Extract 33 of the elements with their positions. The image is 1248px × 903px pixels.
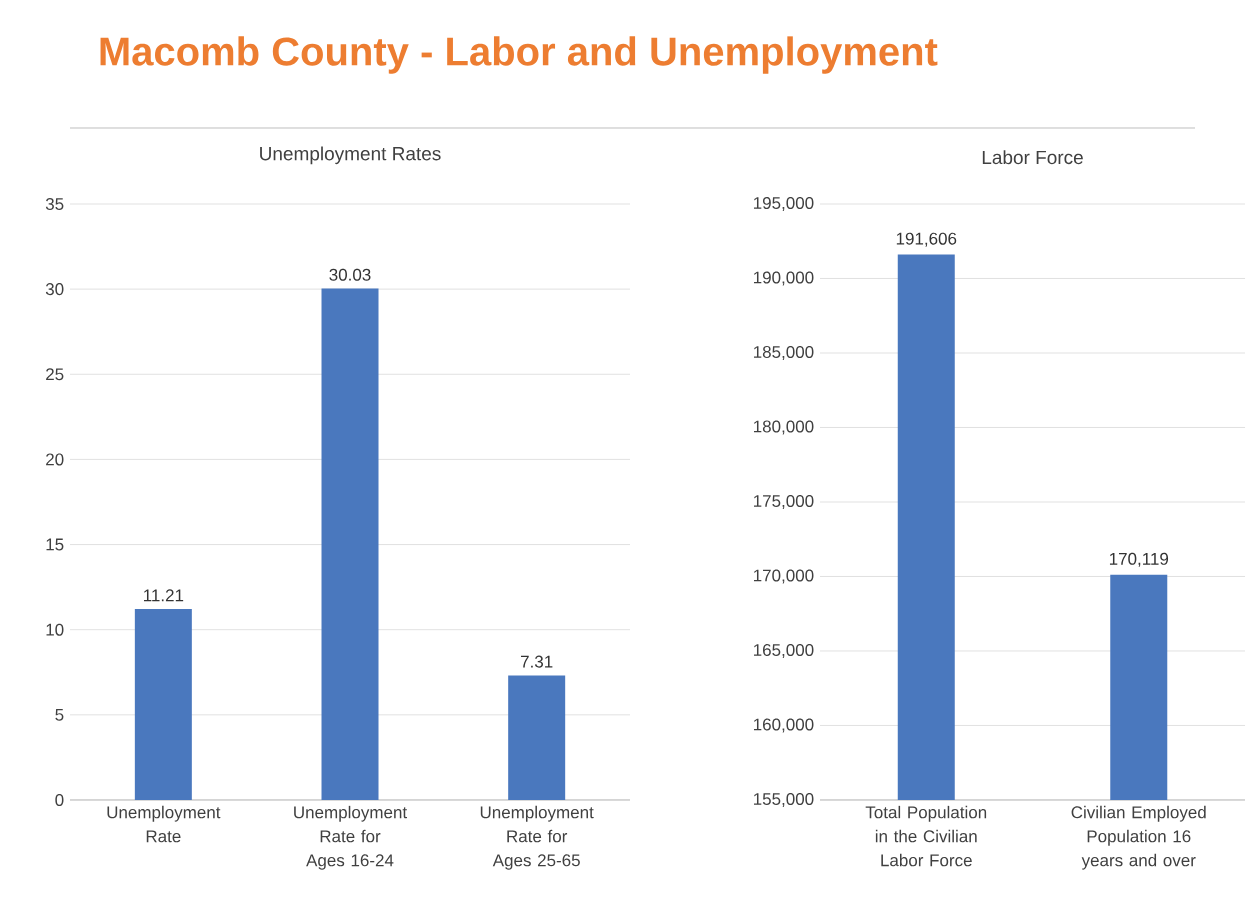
- bar: [508, 675, 566, 800]
- y-tick-label: 15: [46, 538, 64, 551]
- y-tick-label: 160,000: [753, 718, 814, 733]
- y-tick-label: 185,000: [753, 345, 814, 360]
- y-tick-label: 180,000: [753, 420, 814, 435]
- text: Macomb County - Labor and Unemployment: [100, 36, 938, 74]
- y-tick-label: 195,000: [753, 196, 814, 211]
- y-tick-label: 0: [55, 793, 64, 807]
- data-label: 191,606: [896, 232, 957, 247]
- chart-title: Unemployment Rates: [260, 146, 441, 165]
- y-tick-label: 170,000: [753, 569, 814, 584]
- bar: [321, 288, 379, 800]
- y-tick-label: 35: [45, 197, 64, 211]
- data-label: 170,119: [1109, 552, 1169, 567]
- bar: [134, 609, 192, 800]
- y-tick-label: 165,000: [753, 643, 814, 658]
- y-tick-label: 30: [45, 283, 64, 296]
- y-tick-label: 175,000: [753, 494, 814, 509]
- y-tick-label: 20: [46, 453, 64, 466]
- x-tick-label: Total Population in the Civilian Labor Force: [865, 805, 987, 867]
- y-tick-label: 25: [46, 368, 64, 381]
- y-tick-label: 10: [46, 623, 64, 636]
- x-tick-label: Unemployment Rate for Ages 16-24: [294, 805, 408, 870]
- x-tick-label: Civilian Employed Population 16 years and over: [1071, 805, 1206, 870]
- x-tick-label: Unemployment Rate for Ages 25-65: [480, 805, 594, 870]
- chart-title: Labor Force: [982, 150, 1083, 165]
- data-label: 11.21: [144, 589, 184, 602]
- y-tick-label: 5: [55, 708, 64, 721]
- x-tick-label: Unemployment Rate: [107, 805, 221, 843]
- y-tick-label: 155,000: [753, 792, 814, 807]
- data-label: 30.03: [329, 268, 371, 281]
- y-tick-label: 190,000: [753, 271, 814, 286]
- data-label: 7.31: [521, 655, 553, 668]
